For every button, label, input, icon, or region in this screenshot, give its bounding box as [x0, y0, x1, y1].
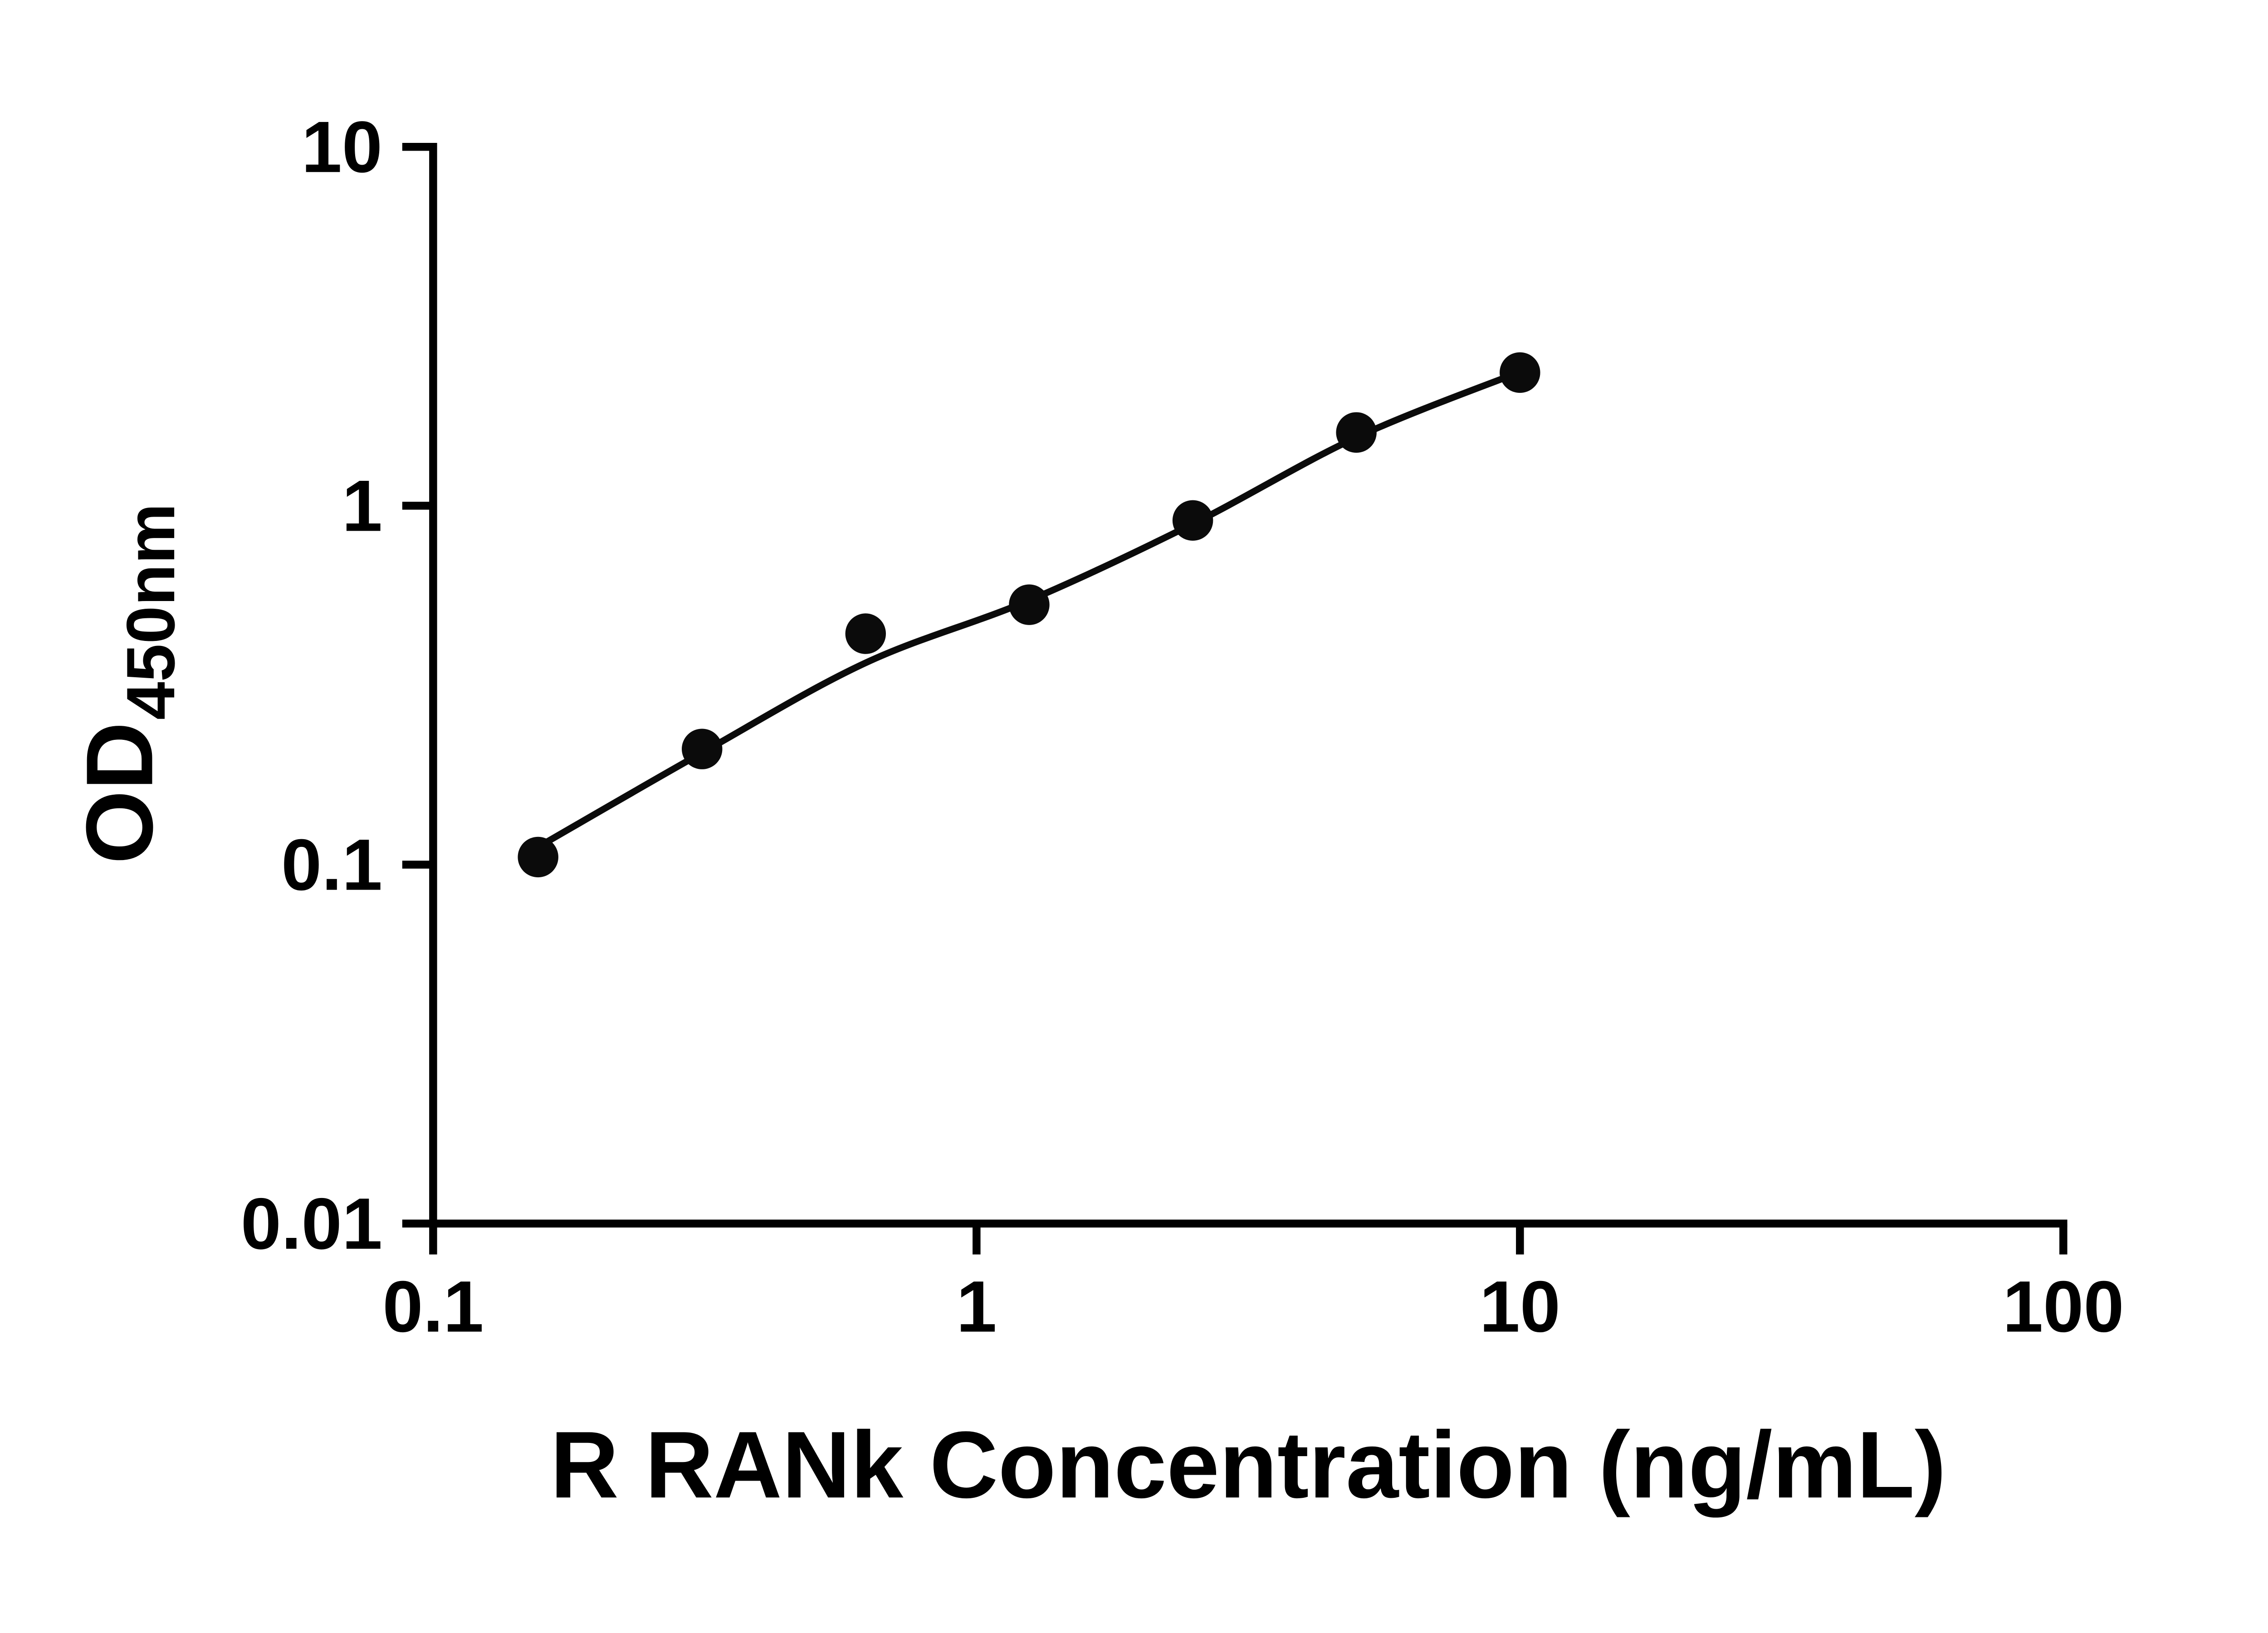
data-point	[682, 728, 723, 769]
elisa-standard-curve-figure: 0.01 0.1 1 10 0.1 1 10 100 R RANk Concentration…	[67, 106, 2124, 1518]
data-point	[845, 613, 886, 654]
data-point	[1336, 412, 1377, 453]
y-axis-title-main: OD	[67, 722, 172, 864]
y-tick-label: 10	[302, 106, 382, 187]
x-tick-label: 0.1	[382, 1266, 484, 1347]
data-point	[1172, 500, 1213, 541]
y-axis-title: OD 450nm	[67, 503, 189, 864]
axes	[429, 142, 2068, 1228]
y-axis-title-subscript: 450nm	[112, 503, 189, 720]
x-axis-ticks: 0.1 1 10 100	[382, 1223, 2124, 1347]
y-tick-label: 1	[342, 465, 382, 546]
x-axis-title: R RANk Concentration (ng/mL)	[550, 1412, 1946, 1518]
y-tick-label: 0.01	[241, 1183, 382, 1264]
data-point	[1500, 352, 1540, 393]
data-point	[1009, 584, 1050, 625]
data-points	[518, 352, 1540, 878]
y-tick-label: 0.1	[281, 824, 382, 905]
data-point	[518, 836, 558, 878]
y-axis-ticks: 0.01 0.1 1 10	[241, 106, 433, 1264]
x-tick-label: 100	[2003, 1266, 2124, 1347]
x-tick-label: 1	[956, 1266, 997, 1347]
x-tick-label: 10	[1480, 1266, 1560, 1347]
